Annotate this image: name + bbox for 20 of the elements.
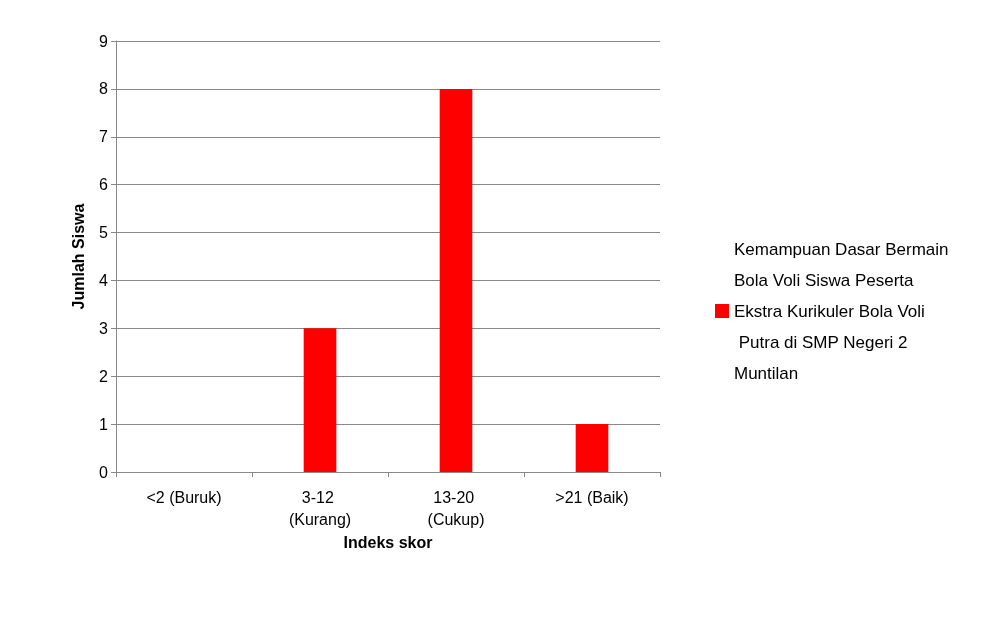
y-tick-label: 2 (99, 367, 109, 385)
y-tick-label: 4 (99, 271, 109, 289)
y-tick-label: 6 (99, 176, 109, 194)
x-tick-label: >21 (Baik) (555, 488, 629, 506)
y-tick-label: 9 (99, 32, 109, 50)
y-tick-label: 8 (99, 80, 109, 98)
bar (303, 328, 337, 472)
x-tick-label: 3-12 (Kurang) (288, 488, 352, 528)
y-tick-label: 5 (99, 224, 109, 242)
y-tick-label: 7 (99, 128, 109, 146)
x-tick-label: 13-20 (Cukup) (427, 488, 485, 528)
bar (575, 424, 609, 472)
y-tick-label: 1 (99, 415, 109, 433)
y-axis-title: Jumlah Siswa (69, 203, 87, 310)
x-tick-label: <2 (Buruk) (146, 488, 222, 506)
y-tick-label: 3 (99, 319, 109, 337)
x-axis-title: Indeks skor (343, 534, 433, 552)
legend-label: Kemampuan Dasar Bermain Bola Voli Siswa Peserta Ekstra Kurikuler Bola Voli Putra di SMP Negeri 2 Muntilan (734, 239, 954, 383)
bar (439, 88, 473, 472)
y-tick-label: 0 (99, 463, 109, 481)
